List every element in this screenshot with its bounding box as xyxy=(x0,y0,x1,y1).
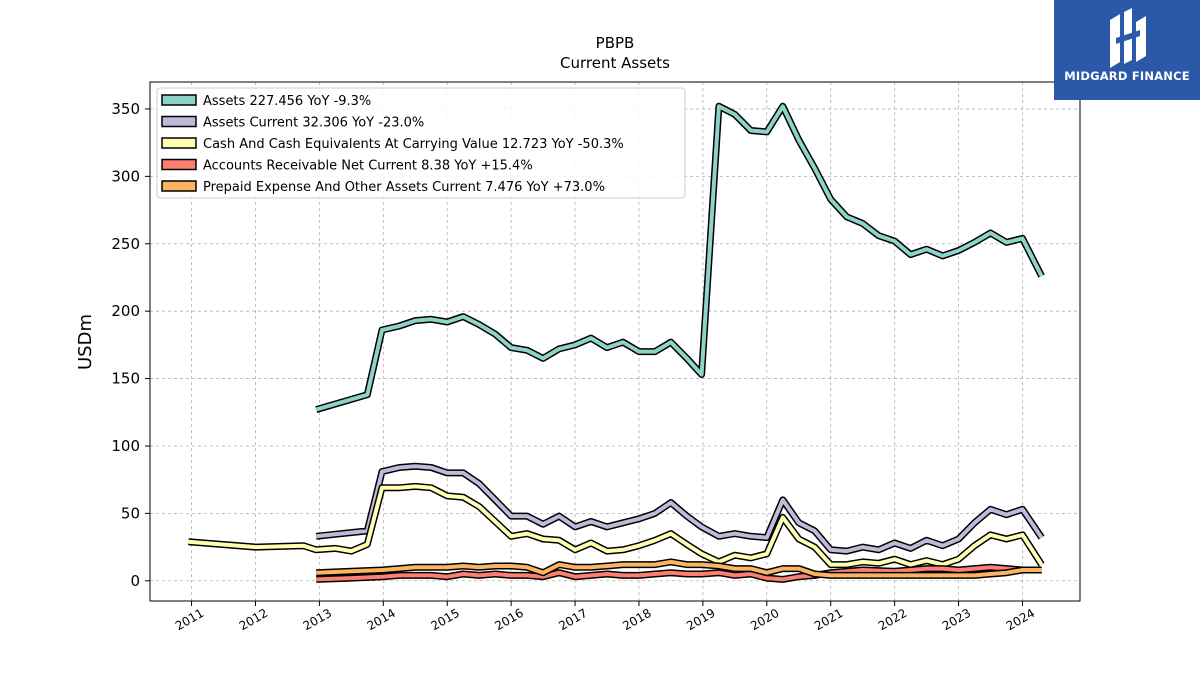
legend-swatch xyxy=(161,137,197,149)
y-tick-label: 0 xyxy=(130,572,140,590)
series-line xyxy=(315,104,1044,412)
series-lines xyxy=(188,102,1045,583)
chart-subtitle: Current Assets xyxy=(560,54,670,72)
legend-box xyxy=(156,87,686,199)
legend-entry: Assets Current 32.306 YoY -23.0% xyxy=(203,116,424,131)
brand-name: MIDGARD FINANCE xyxy=(1064,69,1190,83)
series-line xyxy=(188,484,1044,567)
series-line xyxy=(316,565,1042,582)
y-tick-label: 50 xyxy=(121,504,140,522)
legend-entry: Prepaid Expense And Other Assets Current… xyxy=(203,180,605,195)
series-line xyxy=(316,559,1042,578)
legend-entry: Cash And Cash Equivalents At Carrying Va… xyxy=(203,137,624,152)
y-tick-label: 150 xyxy=(111,370,140,388)
brand-logo: MIDGARD FINANCE xyxy=(1054,0,1200,100)
series-line xyxy=(315,464,1044,554)
legend: Assets 227.456 YoY -9.3% Assets Current 3… xyxy=(156,87,686,199)
chart-title: PBPB xyxy=(596,34,635,52)
legend-swatch xyxy=(161,180,197,192)
legend-swatch xyxy=(161,94,197,106)
y-tick-label: 300 xyxy=(111,167,140,185)
legend-entry: Accounts Receivable Net Current 8.38 YoY… xyxy=(203,159,533,174)
y-tick-label: 250 xyxy=(111,235,140,253)
y-tick-label: 200 xyxy=(111,302,140,320)
y-tick-label: 350 xyxy=(111,100,140,118)
legend-entry: Assets 227.456 YoY -9.3% xyxy=(203,94,371,109)
legend-swatch xyxy=(161,115,197,128)
y-axis-label: USDm xyxy=(75,314,96,370)
legend-swatch xyxy=(161,158,197,171)
y-tick-label: 100 xyxy=(111,437,140,455)
plot-frame xyxy=(149,81,1081,602)
logo-mark-icon xyxy=(1110,8,1146,68)
